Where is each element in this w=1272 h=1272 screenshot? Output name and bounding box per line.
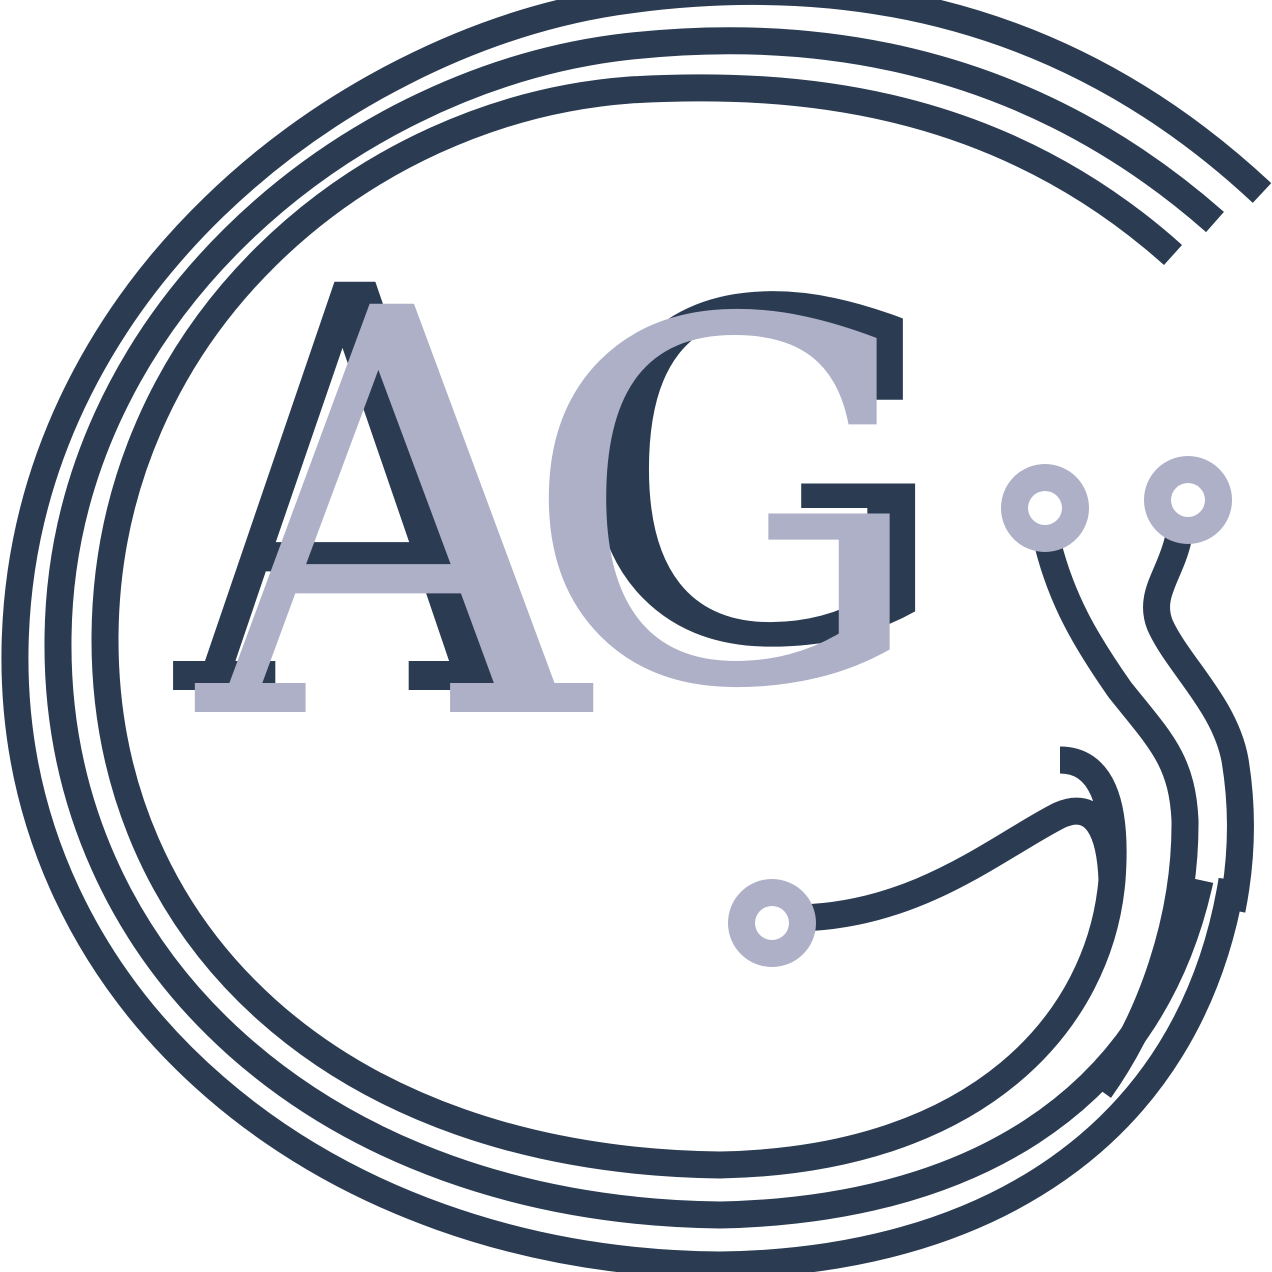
node-top-left — [1001, 464, 1089, 552]
trace-bottom-lead — [799, 797, 1126, 932]
trace-left-lead — [1034, 541, 1199, 1098]
node-top-right — [1144, 456, 1232, 544]
trace-right-lead — [1143, 536, 1255, 913]
inner-arc — [91, 74, 1183, 1179]
letter-g: G — [520, 216, 930, 798]
letter-a: A — [190, 193, 595, 845]
circuit-traces — [799, 536, 1255, 1098]
node-bottom — [728, 879, 816, 967]
middle-arc — [44, 27, 1224, 1229]
letter-a-shadow: A — [168, 171, 542, 823]
letter-g-shadow: G — [568, 204, 953, 751]
circuit-nodes — [728, 456, 1232, 967]
monogram: A A G G — [168, 171, 953, 845]
